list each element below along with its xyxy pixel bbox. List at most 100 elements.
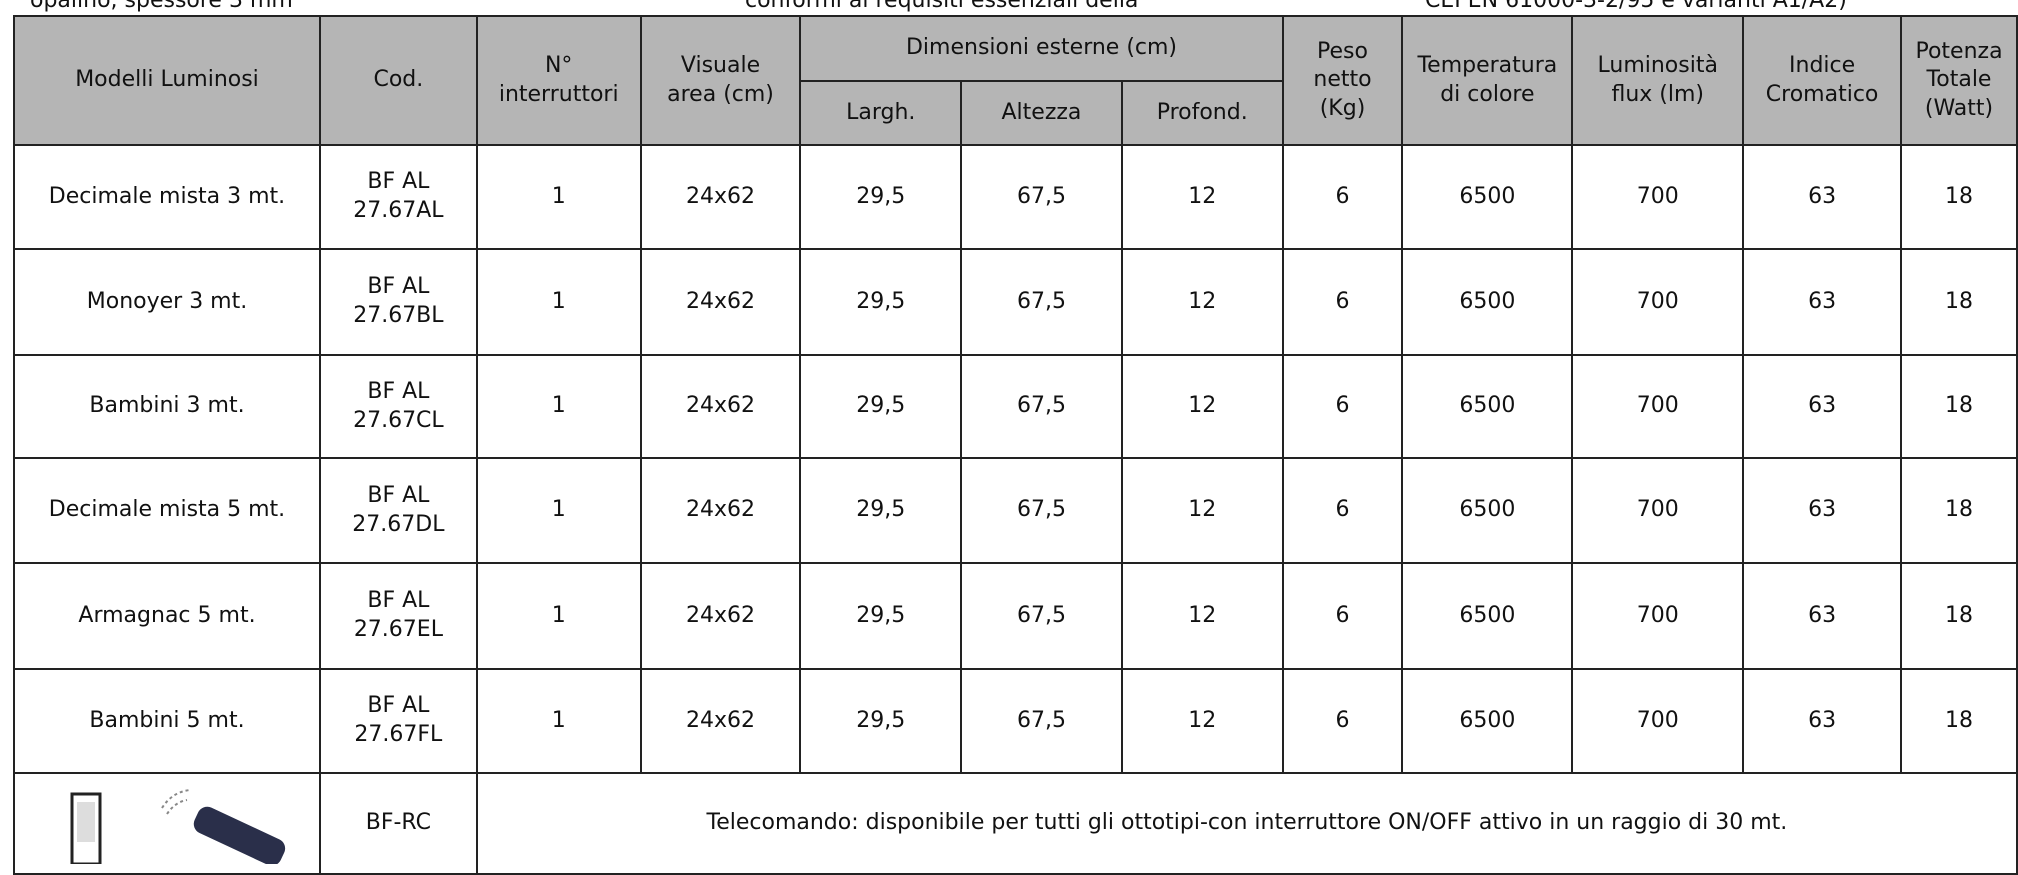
cell: 24x62: [639, 668, 802, 774]
cell: BF AL 27.67FL: [318, 668, 478, 774]
header-cell: Visuale area (cm): [639, 15, 802, 146]
cell: 700: [1571, 457, 1745, 564]
remote: [193, 806, 286, 866]
chart-screen: [76, 802, 95, 842]
signal: [161, 789, 191, 815]
cell: 6: [1281, 668, 1404, 774]
cell: 29,5: [799, 354, 963, 459]
cell: 6: [1281, 354, 1404, 459]
cell: 29,5: [799, 668, 963, 774]
cell: 24x62: [639, 562, 802, 670]
cell: 700: [1571, 354, 1745, 459]
cell: 700: [1571, 668, 1745, 774]
header-cell: Peso netto (Kg): [1281, 15, 1404, 146]
header-cell: Largh.: [799, 80, 963, 146]
cell: 12: [1120, 144, 1284, 250]
header-cell: Potenza Totale (Watt): [1900, 15, 2018, 146]
cell: 6: [1281, 248, 1404, 356]
cell: 63: [1742, 457, 1903, 564]
cell: 24x62: [639, 144, 802, 250]
cell: 6500: [1401, 457, 1574, 564]
cell: 12: [1120, 354, 1284, 459]
cell: Monoyer 3 mt.: [13, 248, 321, 356]
header-cell: N° interruttori: [475, 15, 642, 146]
cell: 1: [475, 248, 642, 356]
cell: 6500: [1401, 668, 1574, 774]
cell: 6500: [1401, 144, 1574, 250]
remote-icon-cell: [13, 772, 321, 875]
cell: 67,5: [960, 457, 1123, 564]
cell: 700: [1571, 144, 1745, 250]
spec-table: Modelli Luminosi Cod. N° interruttori Visua…: [13, 15, 2018, 875]
top-text: CEI EN 61000-3-2/95 e varianti A1/A2): [1425, 0, 1847, 13]
cell: BF AL 27.67BL: [318, 248, 478, 356]
cell: 67,5: [960, 562, 1123, 670]
desc: Telecomando: disponibile per tutti gli o…: [475, 772, 2018, 875]
cell: 1: [475, 144, 642, 250]
cell: BF-RC: [318, 772, 478, 875]
cell: 18: [1900, 457, 2018, 564]
cell: 6500: [1401, 354, 1574, 459]
header-cell: Cod.: [318, 15, 478, 146]
cell: 6: [1281, 144, 1404, 250]
cell: 29,5: [799, 457, 963, 564]
cell: 29,5: [799, 562, 963, 670]
data-row: Decimale mista 3 mt. BF AL 27.67AL 1 24x62 2…: [13, 144, 2018, 250]
cell: 700: [1571, 248, 1745, 356]
data-row: Monoyer 3 mt. BF AL 27.67BL 1 24x62 29,5 67,5…: [13, 248, 2018, 356]
cell: 67,5: [960, 248, 1123, 356]
cell: BF AL 27.67DL: [318, 457, 478, 564]
cell: Decimale mista 5 mt.: [13, 457, 321, 564]
cell: 63: [1742, 248, 1903, 356]
data-row: Bambini 3 mt. BF AL 27.67CL 1 24x62 29,5 67,5…: [13, 354, 2018, 459]
cell: 18: [1900, 248, 2018, 356]
cell: 1: [475, 354, 642, 459]
cell: BF AL 27.67CL: [318, 354, 478, 459]
cell: 6: [1281, 457, 1404, 564]
top-text: opalino, spessore 3 mm: [30, 0, 293, 13]
cell: 63: [1742, 144, 1903, 250]
header-row: Largh. Altezza Profond.: [14, 80, 2017, 146]
cell: 12: [1120, 668, 1284, 774]
remote-icon: [70, 789, 286, 866]
header-cell: Modelli Luminosi: [13, 15, 321, 146]
cell: 24x62: [639, 248, 802, 356]
cell: 6500: [1401, 562, 1574, 670]
cell: 18: [1900, 668, 2018, 774]
cell: Bambini 5 mt.: [13, 668, 321, 774]
cell: 24x62: [639, 457, 802, 564]
cell: Decimale mista 3 mt.: [13, 144, 321, 250]
cell: 18: [1900, 562, 2018, 670]
data-row: Bambini 5 mt. BF AL 27.67FL 1 24x62 29,5 67,5…: [13, 668, 2018, 774]
cell: 12: [1120, 457, 1284, 564]
header-row: Modelli Luminosi Cod. N° interruttori Visua…: [13, 15, 2018, 146]
header-group: Dimensioni esterne (cm): [799, 15, 1284, 82]
cell: 700: [1571, 562, 1745, 670]
header-cell: Altezza: [960, 80, 1123, 146]
cell: 6: [1281, 562, 1404, 670]
header-cell: Luminosità flux (lm): [1571, 15, 1745, 146]
cell: BF AL 27.67AL: [318, 144, 478, 250]
cell: 18: [1900, 354, 2018, 459]
cell: 63: [1742, 354, 1903, 459]
cell: 1: [475, 668, 642, 774]
header-cell: Indice Cromatico: [1742, 15, 1903, 146]
cell: 12: [1120, 562, 1284, 670]
cell: 24x62: [639, 354, 802, 459]
cell: 67,5: [960, 144, 1123, 250]
header-cell: Temperatura di colore: [1401, 15, 1574, 146]
header-cell: Profond.: [1120, 80, 1284, 146]
cell: 67,5: [960, 354, 1123, 459]
cell: 1: [475, 457, 642, 564]
cell: BF AL 27.67EL: [318, 562, 478, 670]
top-text: conformi ai requisiti essenziali della: [745, 0, 1139, 13]
cell: 1: [475, 562, 642, 670]
cell: 63: [1742, 562, 1903, 670]
cell: 67,5: [960, 668, 1123, 774]
data-row: Armagnac 5 mt. BF AL 27.67EL 1 24x62 29,5 67,…: [13, 562, 2018, 670]
remote-row: BF-RC Telecomando: disponibile per tutti …: [13, 772, 2018, 875]
cell: 12: [1120, 248, 1284, 356]
cell: Bambini 3 mt.: [13, 354, 321, 459]
cell: 29,5: [799, 248, 963, 356]
